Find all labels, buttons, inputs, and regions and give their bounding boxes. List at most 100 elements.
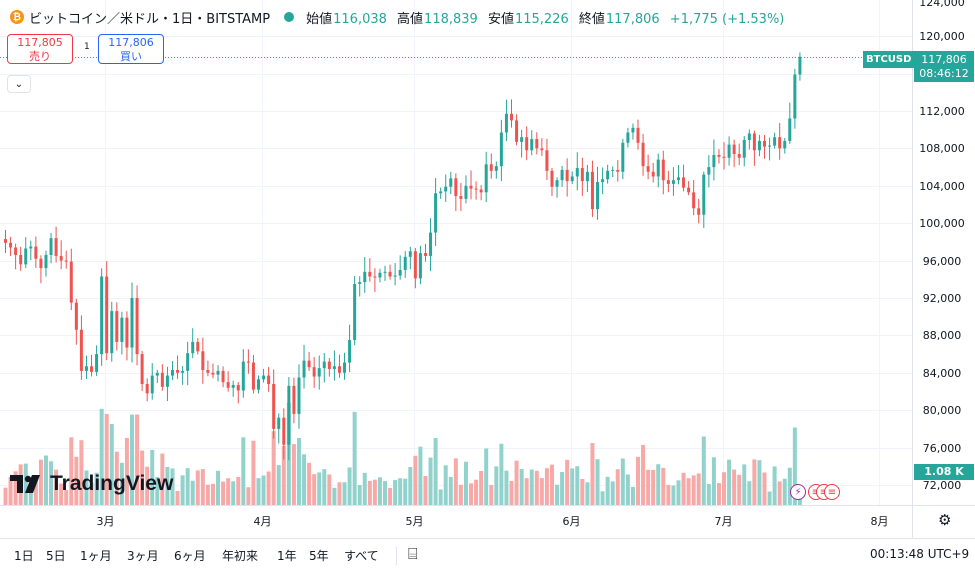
- buy-button[interactable]: 117,806 買い: [98, 34, 164, 64]
- volume-bar: [539, 478, 544, 505]
- candle-body: [798, 56, 802, 75]
- candle-body: [722, 156, 726, 158]
- range-ytd-button[interactable]: 年初来: [222, 549, 259, 563]
- candle-body: [317, 368, 321, 377]
- volume-bar: [170, 468, 175, 505]
- candle-body: [125, 317, 129, 348]
- volume-bar: [357, 485, 362, 505]
- gear-icon[interactable]: ⚙: [938, 511, 952, 529]
- candle-body: [656, 159, 660, 177]
- volume-bar: [84, 470, 89, 505]
- candle-body: [236, 384, 240, 391]
- candle-body: [14, 247, 18, 255]
- candle-body: [752, 133, 756, 151]
- range-1m-button[interactable]: 1ヶ月: [80, 549, 112, 563]
- last-price-box: 117,806 08:46:12: [914, 51, 974, 82]
- range-5d-button[interactable]: 5日: [46, 549, 66, 563]
- volume-bar: [190, 480, 195, 505]
- volume-bar: [737, 474, 742, 505]
- goto-date-calendar-icon[interactable]: ⌸: [408, 544, 418, 563]
- timezone-clock[interactable]: 00:13:48 UTC+9: [870, 547, 970, 561]
- candle-body: [120, 317, 124, 342]
- candle-body: [682, 177, 686, 188]
- range-all-button[interactable]: すべて: [344, 549, 379, 563]
- volume-bar: [155, 477, 160, 505]
- volume-bar: [119, 462, 124, 505]
- range-1d-button[interactable]: 1日: [14, 549, 34, 563]
- volume-bar: [544, 468, 549, 505]
- sell-price: 117,805: [17, 36, 63, 49]
- volume-bar: [742, 464, 747, 505]
- volume-bar: [651, 469, 656, 505]
- collapse-legend-button[interactable]: ⌄: [7, 75, 31, 93]
- sell-button[interactable]: 117,805 売り: [7, 34, 73, 64]
- volume-bar: [347, 467, 352, 505]
- volume-bar: [438, 489, 443, 505]
- candle-body: [763, 140, 766, 147]
- candle-body: [560, 169, 564, 181]
- volume-bar: [504, 470, 509, 505]
- range-3m-button[interactable]: 3ヶ月: [127, 549, 159, 563]
- volume-bar: [514, 460, 519, 505]
- volume-bar: [89, 482, 94, 505]
- range-1y-button[interactable]: 1年: [277, 549, 297, 563]
- volume-bar: [23, 463, 28, 505]
- symbol-title[interactable]: ビットコイン／米ドル・1日・BITSTAMP: [29, 11, 271, 27]
- candle-body: [322, 361, 326, 369]
- market-open-dot[interactable]: [284, 12, 295, 22]
- volume-bar: [210, 483, 215, 505]
- tradingview-logo[interactable]: TradingView: [10, 472, 173, 496]
- volume-bar: [28, 488, 33, 505]
- candle-body: [641, 142, 645, 167]
- candle-body: [181, 370, 185, 373]
- bitcoin-icon[interactable]: ₿: [10, 10, 24, 24]
- candle-body: [585, 171, 589, 182]
- candle-body: [626, 132, 630, 143]
- candle-body: [570, 176, 574, 182]
- range-5y-button[interactable]: 5年: [309, 549, 329, 563]
- volume-bar: [383, 481, 387, 505]
- volume-bar: [393, 480, 398, 505]
- volume-bar: [205, 484, 210, 505]
- volume-bar: [792, 427, 797, 505]
- event-us-flag-icon[interactable]: ≡: [824, 484, 840, 500]
- event-flash-icon[interactable]: ⚡: [790, 484, 806, 500]
- volume-bar: [79, 440, 84, 505]
- candle-body: [590, 171, 594, 210]
- candle-body: [575, 168, 579, 177]
- volume-bar: [448, 476, 453, 505]
- ohlc-high-label: 高値: [397, 11, 424, 27]
- volume-bar: [529, 469, 534, 505]
- candle-body: [302, 360, 306, 378]
- range-6m-button[interactable]: 6ヶ月: [174, 549, 206, 563]
- volume-bar: [782, 478, 787, 505]
- volume-bar: [3, 487, 8, 505]
- candle-body: [54, 238, 58, 256]
- candle-body: [413, 251, 417, 279]
- volume-bar: [266, 471, 271, 505]
- volume-bar: [94, 472, 99, 505]
- volume-bar: [377, 477, 382, 505]
- volume-bar: [519, 469, 524, 505]
- ohlc-close-label: 終値: [578, 11, 605, 27]
- candle-body: [601, 179, 605, 183]
- volume-bar: [499, 443, 504, 505]
- candle-body: [368, 271, 372, 277]
- volume-bar: [317, 472, 322, 505]
- volume-bar: [327, 474, 332, 505]
- volume-bar: [281, 445, 286, 505]
- candle-body: [24, 248, 28, 265]
- volume-bar: [145, 466, 150, 505]
- candle-body: [793, 74, 797, 119]
- volume-bar: [33, 476, 38, 505]
- candle-body: [4, 239, 7, 243]
- candle-body: [34, 246, 38, 259]
- candle-body: [74, 302, 78, 330]
- candle-body: [130, 298, 134, 348]
- volume-bar: [524, 478, 529, 505]
- price-tick-label: 72,000: [922, 478, 962, 492]
- candlestick-chart[interactable]: [0, 0, 975, 538]
- candle-body: [282, 417, 286, 445]
- candle-body: [565, 169, 569, 182]
- ohlc-open-label: 始値: [306, 11, 333, 27]
